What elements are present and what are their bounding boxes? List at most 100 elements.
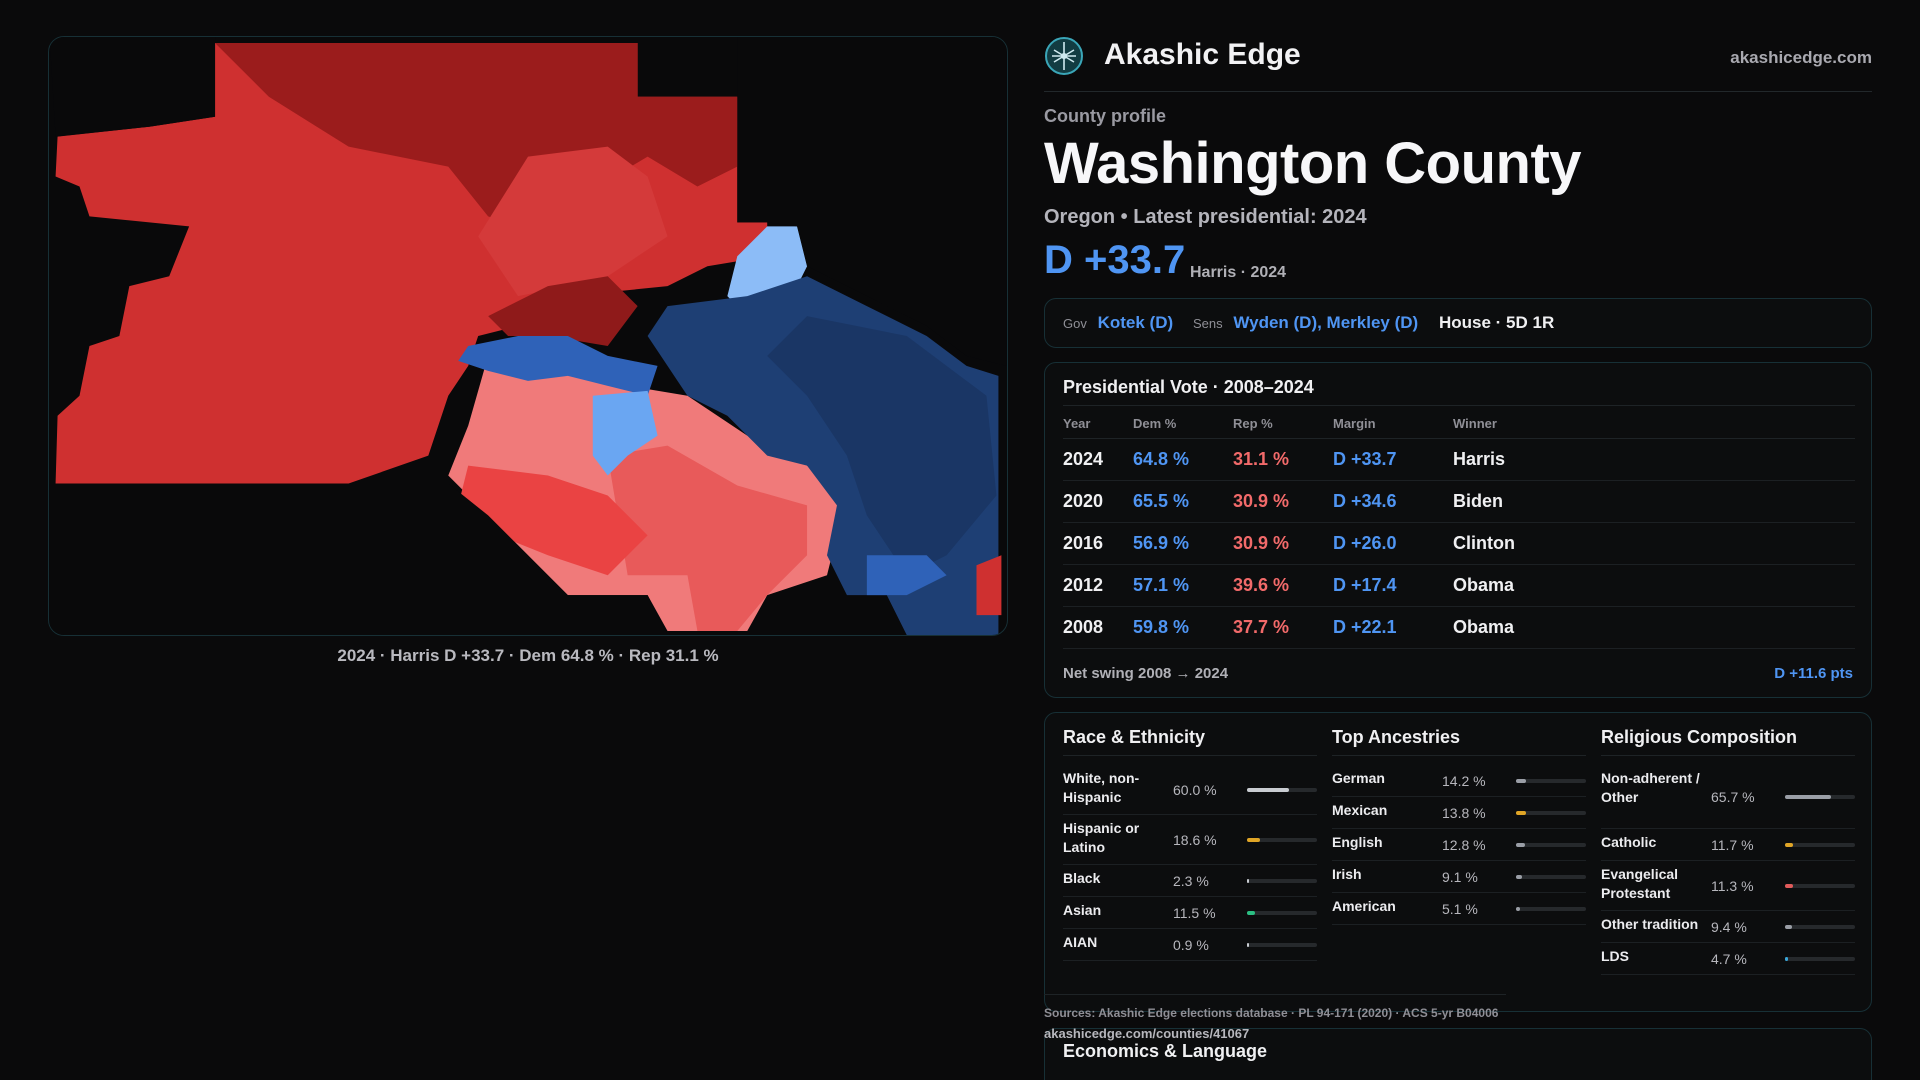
religion-bar-fill [1785,925,1792,929]
senators: Sens Wyden (D), Merkley (D) [1193,313,1418,333]
ancestry-bar-fill [1516,779,1526,783]
race-bar-fill [1247,911,1256,915]
ancestry-bar-fill [1516,843,1525,847]
race-row: Hispanic or Latino 18.6 % [1063,815,1317,865]
race-label: White, non-Hispanic [1063,770,1140,805]
map-region-central-red [478,146,668,297]
table-row: 2024 64.8 % 31.1 % D +33.7 Harris [1063,439,1855,481]
race-value: 11.5 % [1173,905,1216,921]
cell-winner: Clinton [1453,533,1515,553]
ancestry-label: Irish [1332,866,1362,882]
col-dem: Dem % [1133,416,1177,431]
religion-value: 65.7 % [1711,789,1755,805]
cell-margin: D +22.1 [1333,617,1397,637]
cell-dem: 65.5 % [1133,491,1190,511]
map-region-red-se-corner [976,555,1002,616]
cell-year: 2016 [1063,533,1104,553]
ancestry-bar-track [1516,875,1586,879]
officials-card: Gov Kotek (D) Sens Wyden (D), Merkley (D… [1044,298,1872,348]
ancestry-value: 13.8 % [1442,805,1486,821]
economics-title: Economics & Language [1063,1041,1268,1061]
religion-label: Other tradition [1601,916,1699,932]
ancestry-value: 9.1 % [1442,869,1478,885]
brand-name[interactable]: Akashic Edge [1104,38,1301,71]
ancestry-value: 12.8 % [1442,837,1486,853]
race-label: Hispanic or Latino [1063,820,1140,855]
ancestry-label: German [1332,770,1385,786]
religion-label: Evangelical Protestant [1601,866,1679,901]
religion-divider [1601,755,1855,756]
cell-year: 2012 [1063,575,1104,595]
net-swing-label: Net swing 2008 → 2024 [1063,665,1229,682]
sources-note: Sources: Akashic Edge elections database… [1044,1006,1499,1020]
cell-dem: 64.8 % [1133,449,1190,469]
county-profile-panel: Akashic Edge akashicedge.com County prof… [1044,0,1872,1080]
table-row: 2012 57.1 % 39.6 % D +17.4 Obama [1063,565,1855,607]
precinct-map[interactable] [48,36,1008,636]
map-caption: 2024 · Harris D +33.7 · Dem 64.8 % · Rep… [337,646,719,665]
cell-winner: Biden [1453,491,1504,511]
cell-rep: 30.9 % [1233,491,1290,511]
religion-bar-fill [1785,843,1794,847]
map-region-lightblue-center [592,390,658,476]
col-margin: Margin [1333,416,1376,431]
race-bar-fill [1247,838,1261,842]
col-winner: Winner [1453,416,1497,431]
race-row: Black 2.3 % [1063,865,1317,897]
ancestry-row: English 12.8 % [1332,829,1586,861]
race-label: AIAN [1063,934,1098,950]
ancestry-title: Top Ancestries [1332,727,1461,747]
religion-row: Evangelical Protestant 11.3 % [1601,861,1855,911]
religion-value: 11.3 % [1711,878,1754,894]
sens-names[interactable]: Wyden (D), Merkley (D) [1233,313,1419,332]
religion-title: Religious Composition [1601,727,1797,747]
religion-value: 11.7 % [1711,837,1754,853]
religion-bar-fill [1785,957,1789,961]
race-divider [1063,755,1317,756]
religion-row: LDS 4.7 % [1601,943,1855,975]
house-delegation: House · 5D 1R [1439,313,1555,332]
demographics-card: Race & Ethnicity Top Ancestries Religiou… [1044,712,1872,1012]
ancestry-label: American [1332,898,1396,914]
race-bar-track [1247,879,1317,883]
permalink[interactable]: akashicedge.com/counties/41067 [1044,1026,1250,1041]
brand-url[interactable]: akashicedge.com [1730,48,1872,67]
ancestry-value: 14.2 % [1442,773,1486,789]
ancestry-bar-fill [1516,907,1520,911]
ancestry-row: Mexican 13.8 % [1332,797,1586,829]
religion-bar-track [1785,884,1855,888]
race-bar-track [1247,838,1317,842]
governor: Gov Kotek (D) [1063,313,1173,333]
presidential-title: Presidential Vote · 2008–2024 [1063,377,1314,397]
ancestry-value: 5.1 % [1442,901,1478,917]
race-row: AIAN 0.9 % [1063,929,1317,961]
race-value: 0.9 % [1173,937,1209,953]
map-region-urban-core [767,316,997,576]
cell-dem: 59.8 % [1133,617,1190,637]
network-globe-icon [1045,37,1083,75]
table-row: 2016 56.9 % 30.9 % D +26.0 Clinton [1063,523,1855,565]
cell-margin: D +17.4 [1333,575,1397,595]
ancestry-bar-track [1516,907,1586,911]
map-cutout-west [49,37,216,137]
ancestry-bar-fill [1516,811,1526,815]
table-row: 2020 65.5 % 30.9 % D +34.6 Biden [1063,481,1855,523]
presidential-vote-card: Presidential Vote · 2008–2024 Year Dem %… [1044,362,1872,698]
gov-name[interactable]: Kotek (D) [1097,313,1174,332]
race-title: Race & Ethnicity [1063,727,1206,747]
race-bar-fill [1247,879,1249,883]
profile-eyebrow: County profile [1044,106,1166,126]
cell-dem: 56.9 % [1133,533,1190,553]
sens-label: Sens [1193,316,1223,331]
cell-year: 2020 [1063,491,1104,511]
religion-label: Non-adherent / Other [1601,770,1700,805]
map-cutout-south [49,483,668,635]
cell-year: 2024 [1063,449,1104,469]
map-region-blue-southeast [866,555,947,596]
cell-winner: Obama [1453,575,1515,595]
race-row: Asian 11.5 % [1063,897,1317,929]
cell-margin: D +34.6 [1333,491,1397,511]
ancestry-divider [1332,755,1586,756]
race-value: 2.3 % [1173,873,1209,889]
map-region-blue-band [458,336,658,396]
